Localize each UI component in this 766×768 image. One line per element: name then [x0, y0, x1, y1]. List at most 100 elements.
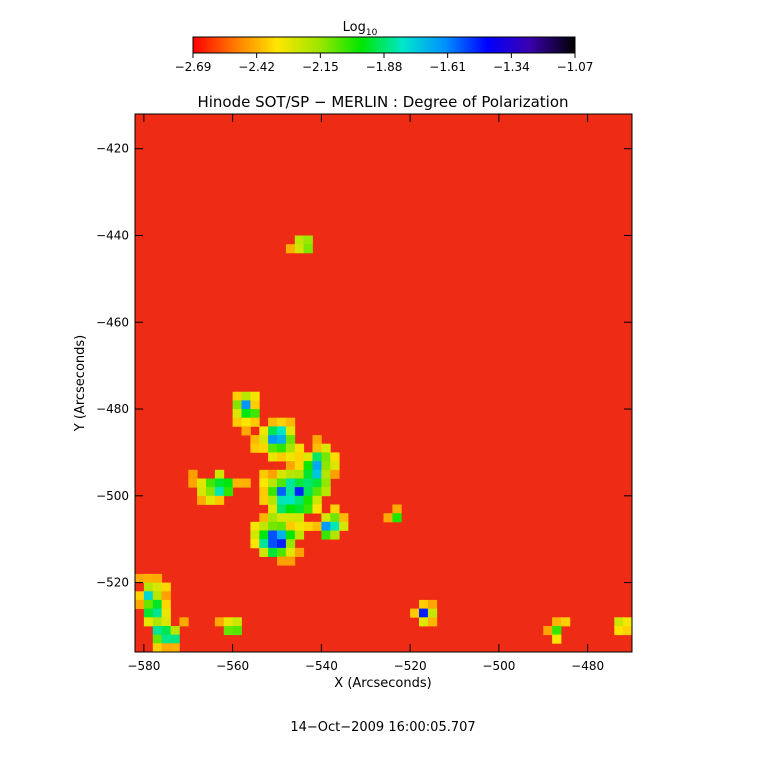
heatmap-cell — [161, 599, 171, 609]
heatmap-cell — [143, 591, 154, 601]
heatmap-cell — [259, 495, 269, 505]
heatmap-cell — [268, 452, 278, 462]
heatmap-cell — [250, 417, 260, 427]
heatmap-cell — [339, 513, 349, 523]
heatmap-cell — [285, 547, 296, 557]
heatmap-cell — [614, 626, 624, 636]
heatmap-cell — [321, 521, 331, 531]
heatmap-cell — [152, 591, 163, 601]
heatmap-cell — [552, 617, 562, 627]
heatmap-cell — [268, 521, 278, 531]
heatmap-cell — [330, 452, 340, 462]
heatmap-cell — [250, 400, 260, 410]
heatmap-cell — [321, 469, 331, 479]
heatmap-cell — [277, 504, 287, 514]
heatmap-cell — [152, 573, 163, 583]
heatmap-cell — [277, 495, 287, 505]
heatmap-cell — [321, 478, 331, 488]
heatmap-cell — [143, 617, 154, 627]
heatmap-cell — [312, 461, 322, 471]
heatmap-cell — [552, 626, 562, 636]
heatmap-cell — [623, 626, 633, 636]
heatmap-cell — [259, 547, 269, 557]
heatmap-cell — [250, 521, 260, 531]
heatmap-cell — [268, 426, 278, 436]
heatmap-cell — [312, 469, 322, 479]
heatmap-cell — [321, 513, 331, 523]
heatmap-cell — [285, 244, 296, 254]
y-axis-ticks: −420 −440 −460 −480 −500 −520 — [96, 142, 632, 590]
heatmap-cell — [427, 599, 438, 609]
heatmap-cell — [277, 417, 287, 427]
x-tick-label: −560 — [216, 659, 249, 673]
heatmap-cell — [294, 530, 305, 540]
heatmap-cell — [206, 478, 216, 488]
heatmap-cell — [250, 409, 260, 419]
heatmap-cell — [277, 530, 287, 540]
heatmap-cell — [161, 626, 171, 636]
footer-timestamp: 14−Oct−2009 16:00:05.707 — [290, 720, 475, 735]
heatmap-cell — [214, 469, 225, 479]
heatmap-cell — [294, 547, 305, 557]
heatmap-cell — [170, 626, 180, 636]
heatmap-cell — [250, 391, 260, 401]
heatmap-cell — [268, 513, 278, 523]
heatmap-cell — [197, 478, 207, 488]
heatmap-cell — [241, 426, 251, 436]
heatmap-cell — [259, 513, 269, 523]
heatmap-cell — [294, 452, 305, 462]
heatmap-cell — [161, 643, 171, 653]
colorbar-title: Log10 — [343, 20, 378, 38]
heatmap-cell — [312, 443, 322, 453]
heatmap-cell — [294, 513, 305, 523]
heatmap-cell — [285, 556, 296, 566]
heatmap-cell — [277, 452, 287, 462]
y-tick-label: −420 — [96, 142, 129, 156]
heatmap-cell — [330, 530, 340, 540]
heatmap-cell — [312, 435, 322, 445]
heatmap-cell — [277, 478, 287, 488]
heatmap-cell — [312, 487, 322, 497]
heatmap-cell — [312, 521, 322, 531]
heatmap-cell — [303, 461, 313, 471]
heatmap-cell — [277, 556, 287, 566]
heatmap-cell — [294, 235, 305, 245]
heatmap-cell — [135, 573, 145, 583]
heatmap-cell — [285, 452, 296, 462]
heatmap-cell — [241, 409, 251, 419]
heatmap-cell — [152, 643, 163, 653]
heatmap-cell — [321, 443, 331, 453]
heatmap-cell — [268, 417, 278, 427]
heatmap-cell — [277, 547, 287, 557]
heatmap-cell — [552, 634, 562, 644]
heatmap-cell — [303, 235, 313, 245]
colorbar: Log10 −2.69 −2.42 −2.15 −1.88 −1.61 −1.34 −1.0… — [175, 20, 594, 74]
heatmap-cell — [285, 478, 296, 488]
heatmap-cell — [561, 617, 571, 627]
heatmap-cell — [294, 478, 305, 488]
heatmap-cell — [268, 478, 278, 488]
heatmap-cell — [250, 530, 260, 540]
heatmap-cell — [330, 504, 340, 514]
x-tick-label: −520 — [394, 659, 427, 673]
heatmap-cell — [427, 617, 438, 627]
plot-area: −580 −560 −540 −520 −500 −480 −420 −440 −460 −48… — [96, 113, 633, 673]
heatmap-cell — [214, 617, 225, 627]
heatmap-cell — [303, 452, 313, 462]
heatmap-cell — [277, 435, 287, 445]
heatmap-cell — [241, 417, 251, 427]
heatmap-cell — [383, 513, 393, 523]
heatmap-cell — [303, 495, 313, 505]
heatmap-cell — [268, 443, 278, 453]
heatmap-cell — [321, 461, 331, 471]
heatmap-cell — [259, 435, 269, 445]
heatmap-cell — [294, 461, 305, 471]
heatmap-cell — [330, 521, 340, 531]
colorbar-gradient — [192, 36, 576, 54]
x-axis-ticks: −580 −560 −540 −520 −500 −480 — [127, 114, 604, 673]
heatmap-cell — [232, 417, 242, 427]
heatmap-cell — [285, 504, 296, 514]
heatmap-cell — [294, 244, 305, 254]
heatmap-cell — [241, 478, 251, 488]
